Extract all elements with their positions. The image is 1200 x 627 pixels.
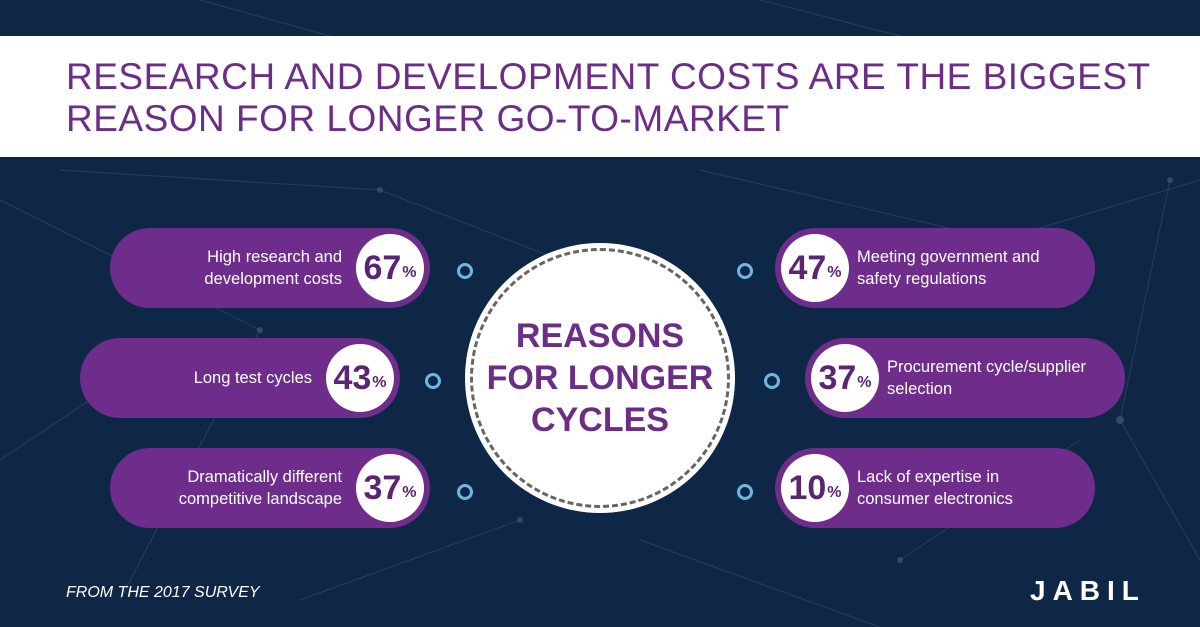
reason-label: Meeting government and safety regulations [857,228,1040,308]
label-line: selection [887,380,953,398]
reason-pill: 37% Procurement cycle/supplier selection [805,338,1125,418]
title: RESEARCH AND DEVELOPMENT COSTS ARE THE B… [66,56,1151,140]
label-line: development costs [204,270,342,288]
reason-pill: 47% Meeting government and safety regulati… [775,228,1095,308]
reason-pill: 67% High research and development costs [110,228,430,308]
percent-badge: 10% [781,454,849,522]
percent-value: 47 [788,248,827,287]
label-line: consumer electronics [857,490,1013,508]
label-line: safety regulations [857,270,987,288]
center-line: CYCLES [531,401,669,439]
label-line: competitive landscape [178,490,342,508]
percent-unit: % [402,264,417,281]
logo: JABIL [1030,575,1146,606]
reason-label: Long test cycles [194,338,312,418]
percent-value: 37 [363,468,402,507]
percent-badge: 37% [811,344,879,412]
percent-unit: % [857,374,872,391]
label-line: Lack of expertise in [857,468,1000,486]
label-line: Long test cycles [193,369,312,387]
reason-pill: 43% Long test cycles [80,338,400,418]
connector-dot [425,373,441,389]
percent-unit: % [827,264,842,281]
reason-label: Procurement cycle/supplier selection [887,338,1086,418]
connector-dot [457,263,473,279]
percent-value: 10 [788,468,827,507]
title-line: REASON FOR LONGER GO-TO-MARKET [66,98,790,139]
label-line: Procurement cycle/supplier [887,358,1086,376]
connector-dot [737,263,753,279]
header: RESEARCH AND DEVELOPMENT COSTS ARE THE B… [0,36,1200,157]
percent-badge: 43% [326,344,394,412]
reason-label: Lack of expertise in consumer electronics [857,448,1013,528]
label-line: Meeting government and [857,248,1040,266]
percent-value: 37 [818,358,857,397]
label-line: Dramatically different [187,468,342,486]
reason-label: High research and development costs [204,228,342,308]
title-line: RESEARCH AND DEVELOPMENT COSTS ARE THE B… [66,56,1151,97]
percent-badge: 37% [356,454,424,522]
connector-dot [737,484,753,500]
percent-unit: % [372,374,387,391]
center-circle: REASONS FOR LONGER CYCLES [470,248,730,508]
percent-badge: 67% [356,234,424,302]
center-line: FOR LONGER [486,359,714,397]
percent-value: 67 [363,248,402,287]
center-line: REASONS [515,317,685,355]
reason-pill: 10% Lack of expertise in consumer electron… [775,448,1095,528]
percent-badge: 47% [781,234,849,302]
percent-unit: % [402,484,417,501]
percent-unit: % [827,484,842,501]
connector-dot [764,373,780,389]
connector-dot [457,484,473,500]
reason-pill: 37% Dramatically different competitive lan… [110,448,430,528]
reason-label: Dramatically different competitive landsc… [179,448,342,528]
label-line: High research and [207,248,342,266]
footer: FROM THE 2017 SURVEY [66,584,260,601]
percent-value: 43 [333,358,372,397]
